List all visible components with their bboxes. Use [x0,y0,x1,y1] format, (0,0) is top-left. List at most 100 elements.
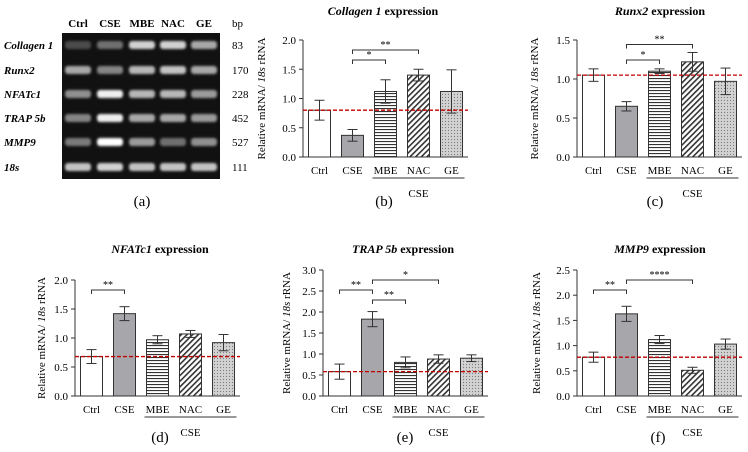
gel-lane-label: Ctrl [68,18,88,30]
y-tick-label: 1.5 [282,64,296,76]
bar [615,105,638,158]
gel-band [65,41,91,49]
gel-band [97,163,123,171]
significance-label: **** [650,270,670,281]
gel-band [97,66,123,74]
chart-panel-d: NFATc1 expression 0.0 0.5 1.0 1.5 2.0 Relative… [36,242,240,446]
gel-bp-label: 527 [232,137,249,149]
charts: Collagen 1 expression 0.0 0.5 1.0 1.5 2.0 Rela… [36,4,742,446]
gel-bp-label: 452 [232,113,249,125]
y-axis-label: Relative mRNA/ 18s rRNA [531,272,543,394]
gel-band [160,138,186,146]
significance-label: ** [655,34,665,45]
gel-gene-label: 18s [4,162,19,174]
bar [615,313,638,397]
gel-band [97,41,123,49]
bar [582,74,605,158]
y-tick-label: 0.5 [556,366,570,378]
gel-lane-label: CSE [99,18,120,30]
panel-letter-e: (e) [397,430,414,446]
y-axis-label: Relative mRNA/ 18s rRNA [256,37,268,159]
y-tick-label: 1.5 [556,35,570,47]
category-label: CSE [342,165,362,177]
significance-label: ** [605,280,615,291]
gel-band [160,66,186,74]
chart-panel-e: TRAP 5b expression 0.0 0.5 1.0 1.5 2.0 2.5 3.0 R… [281,242,488,446]
category-label: GE [718,404,733,416]
category-label: Ctrl [585,404,602,416]
gel-band [129,66,155,74]
gel-rows: Collagen 1 83 Runx2 170 NFATc1 228 TRAP 5b 452 M… [3,40,249,174]
panel-letter-a: (a) [134,194,151,210]
bar [648,339,671,397]
significance-bracket [626,59,660,64]
gel-gene-label: TRAP 5b [4,113,46,125]
category-label: MBE [374,165,398,177]
y-tick-label: 2.0 [54,275,68,287]
significance-label: * [403,270,408,281]
gel-band [65,66,91,74]
y-tick-label: 1.0 [302,349,316,361]
y-tick-label: 2.5 [556,265,570,277]
category-label: MBE [648,165,672,177]
y-tick-label: 1.5 [54,304,68,316]
y-axis-label: Relative mRNA/ 18s rRNA [36,277,48,399]
category-label: NAC [179,404,202,416]
y-tick-label: 0.5 [282,123,296,135]
gel-panel: Ctrl CSE MBE NAC GE bp Collagen 1 83 Runx2 170 N… [3,18,249,210]
chart-panel-c: Runx2 expression 0.0 0.5 1.0 1.5 Relative mRN… [529,4,742,210]
chart-title: Runx2 expression [614,4,705,18]
category-label: NAC [407,165,430,177]
y-tick-label: 3.0 [302,265,316,277]
gel-band [129,163,155,171]
gel-band [191,114,217,122]
bar [582,356,605,397]
gel-band [65,138,91,146]
significance-bracket [91,289,125,294]
category-label: CSE [114,404,134,416]
gel-bp-label: 111 [232,162,248,174]
y-tick-label: 1.5 [556,315,570,327]
category-label: GE [216,404,231,416]
y-tick-label: 2.0 [556,290,570,302]
group-label: CSE [682,188,702,200]
significance-label: * [367,50,372,61]
gel-band [129,90,155,98]
y-tick-label: 0.0 [282,152,296,164]
group-label: CSE [428,427,448,439]
y-tick-label: 0.0 [556,391,570,403]
bar [714,343,737,397]
gel-lane-label: NAC [161,18,185,30]
chart-title: NFATc1 expression [110,242,209,256]
bar [460,357,483,397]
category-label: CSE [616,165,636,177]
panel-letter-d: (d) [151,430,169,446]
gel-gene-label: Runx2 [3,65,35,77]
gel-band [160,90,186,98]
y-tick-label: 0.0 [302,391,316,403]
bar [146,339,169,397]
gel-band [97,138,123,146]
y-axis-label: Relative mRNA/ 18s rRNA [281,272,293,394]
gel-lane-label: MBE [129,18,154,30]
gel-gene-label: MMP9 [3,137,36,149]
bar [681,61,704,158]
panel-letter-c: (c) [647,194,664,210]
y-tick-label: 2.0 [282,35,296,47]
gel-band [191,41,217,49]
gel-band [129,114,155,122]
y-tick-label: 2.5 [302,286,316,298]
y-tick-label: 2.0 [302,307,316,319]
gel-lane-label: GE [196,18,212,30]
chart-title: Collagen 1 expression [328,4,439,18]
gel-image [62,33,220,179]
gel-lane-labels: Ctrl CSE MBE NAC GE [68,18,212,30]
significance-bracket [372,279,439,284]
significance-bracket [593,289,627,294]
y-tick-label: 0.5 [302,370,316,382]
category-label: NAC [681,165,704,177]
significance-bracket [626,279,693,284]
significance-label: ** [381,40,391,51]
group-label: CSE [682,427,702,439]
